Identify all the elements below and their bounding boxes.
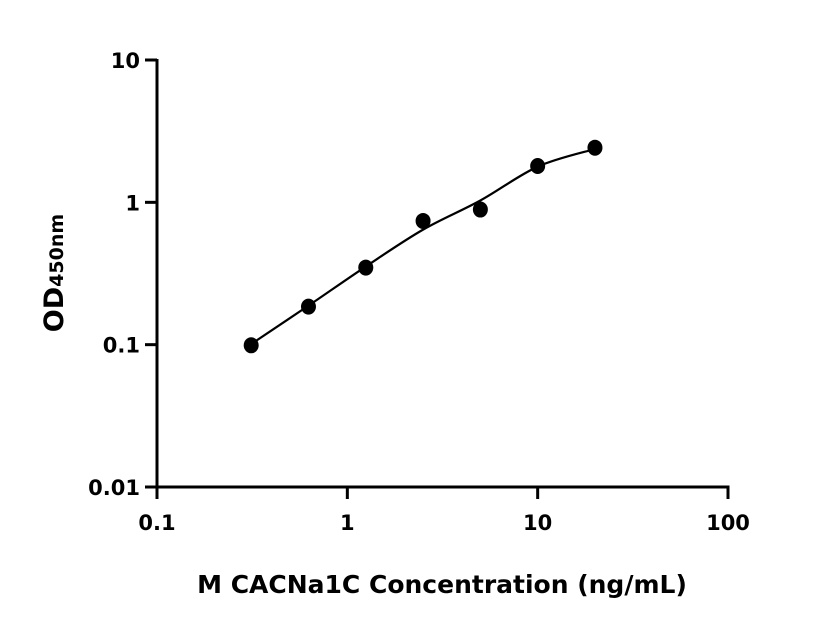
data-point	[587, 139, 603, 156]
fit-curve	[250, 147, 596, 345]
data-point	[472, 201, 488, 218]
data-points	[243, 139, 603, 354]
y-tick-label: 10	[111, 49, 140, 73]
data-point	[530, 157, 546, 174]
fit-curve-group	[250, 147, 596, 345]
data-point	[415, 212, 431, 229]
data-point	[358, 259, 374, 276]
data-point	[243, 337, 259, 354]
data-point	[300, 298, 316, 315]
y-tick-label: 0.01	[88, 476, 140, 500]
x-tick-label: 0.1	[138, 511, 175, 535]
x-tick-label: 100	[706, 511, 750, 535]
axes: 0.1 1 10 100 0.01 0.1 1 10	[88, 49, 750, 535]
x-axis-label: M CACNa1C Concentration (ng/mL)	[197, 570, 687, 599]
y-axis-label-sub: 450nm	[46, 214, 68, 287]
y-axis-label: OD450nm	[39, 214, 70, 332]
x-tick-label: 1	[340, 511, 355, 535]
y-tick-label: 0.1	[103, 334, 140, 358]
y-axis-label-main: OD	[39, 287, 70, 332]
y-tick-label: 1	[125, 191, 140, 215]
x-tick-label: 10	[523, 511, 552, 535]
